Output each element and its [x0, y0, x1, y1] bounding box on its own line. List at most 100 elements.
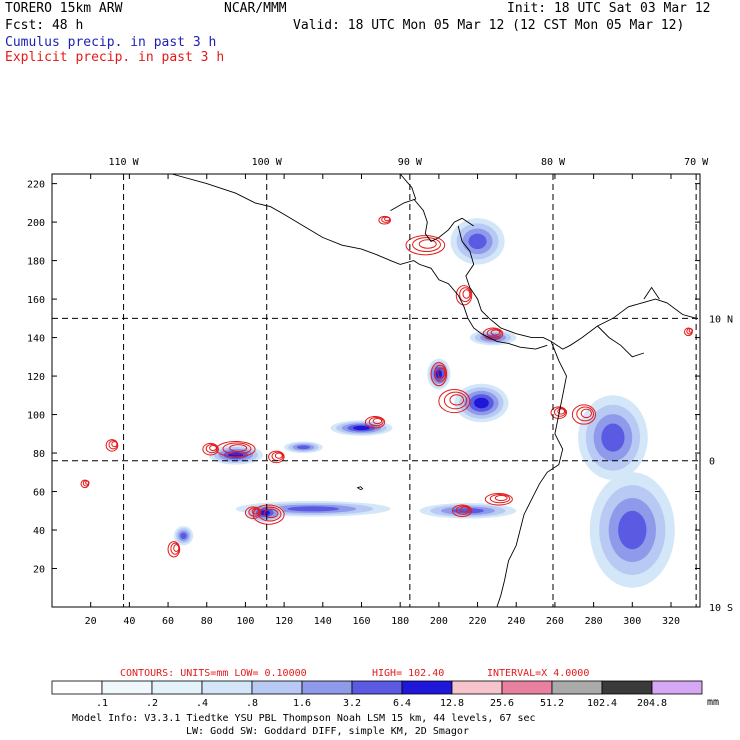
init-time: Init: 18 UTC Sat 03 Mar 12	[507, 1, 711, 16]
explicit-contour-12	[167, 541, 181, 558]
colorbar-tick-4: .8	[246, 698, 258, 709]
plot-frame	[51, 173, 701, 608]
x-tick-label-200: 200	[430, 616, 448, 627]
axes-layer: 20 40 60 80 100 120 140 160 180 200 220 240 260 280 30…	[27, 157, 733, 627]
x-tick-label-100: 100	[236, 616, 254, 627]
explicit-contour-16	[378, 215, 392, 225]
valid-time: Valid: 18 UTC Mon 05 Mar 12 (12 CST Mon …	[293, 18, 685, 33]
cumulus-legend-label: Cumulus precip. in past 3 h	[5, 35, 217, 50]
coastline-5	[496, 341, 567, 608]
colorbar-swatch-9	[451, 680, 503, 695]
y-tick-label-80: 80	[33, 449, 45, 460]
colorbar-tick-3: .4	[196, 698, 208, 709]
colorbar-tick-10: 51.2	[540, 698, 564, 709]
explicit-precip-layer	[80, 215, 693, 558]
y-tick-label-40: 40	[33, 526, 45, 537]
galapagos-islands	[356, 486, 364, 491]
lat-label-10S: 10 S	[709, 603, 733, 614]
cumulus-region-3	[330, 420, 393, 436]
lat-label-10N: 10 N	[709, 314, 733, 325]
colorbar-tick-2: .2	[146, 698, 158, 709]
x-tick-label-160: 160	[352, 616, 370, 627]
y-tick-label-180: 180	[27, 257, 45, 268]
colorbar-tick-9: 25.6	[490, 698, 514, 709]
y-tick-label-220: 220	[27, 180, 45, 191]
explicit-contour-13	[571, 404, 597, 425]
org-label: NCAR/MMM	[224, 1, 287, 16]
x-tick-label-80: 80	[201, 616, 213, 627]
coastline-4	[457, 225, 697, 350]
x-tick-label-220: 220	[469, 616, 487, 627]
explicit-contour-20	[80, 479, 90, 489]
colorbar-swatch-3	[151, 680, 203, 695]
coastline-layer	[171, 173, 697, 608]
colorbar-tick-6: 3.2	[343, 698, 361, 709]
colorbar-swatch-2	[101, 680, 153, 695]
lon-label-80W: 80 W	[541, 157, 566, 168]
x-tick-label-120: 120	[275, 616, 293, 627]
contours-interval: INTERVAL=X 4.0000	[487, 668, 590, 679]
explicit-contour-3	[105, 439, 119, 452]
colorbar-swatch-10	[501, 680, 553, 695]
y-tick-label-160: 160	[27, 295, 45, 306]
cumulus-region-13	[450, 218, 505, 265]
forecast-hour: Fcst: 48 h	[5, 18, 84, 33]
x-tick-label-140: 140	[314, 616, 332, 627]
lat-label-0: 0	[709, 457, 715, 468]
y-tick-label-120: 120	[27, 372, 45, 383]
colorbar-swatch-1	[51, 680, 103, 695]
explicit-legend-label: Explicit precip. in past 3 h	[5, 50, 225, 65]
x-tick-label-260: 260	[546, 616, 564, 627]
lat-lon-grid	[52, 174, 700, 607]
explicit-contour-15	[405, 235, 446, 256]
x-tick-label-320: 320	[662, 616, 680, 627]
cumulus-region-2	[284, 441, 323, 454]
colorbar-swatch-12	[601, 680, 653, 695]
explicit-contour-17	[455, 285, 473, 306]
colorbar-tick-11: 102.4	[587, 698, 617, 709]
colorbar-tick-12: 204.8	[637, 698, 667, 709]
explicit-contour-8	[438, 389, 471, 414]
lon-label-70W: 70 W	[684, 157, 709, 168]
colorbar: .1 .2 .4 .8 1.6 3.2 6.4 12.8 25.6 51.2 102.4 204.8	[51, 680, 703, 709]
explicit-contour-19	[684, 327, 693, 337]
colorbar-tick-1: .1	[96, 698, 108, 709]
y-tick-label-20: 20	[33, 565, 45, 576]
contours-info: CONTOURS: UNITS=mm LOW= 0.10000	[120, 668, 307, 679]
model-info-line-1: Model Info: V3.3.1 Tiedtke YSU PBL Thomp…	[72, 713, 536, 724]
y-tick-label-200: 200	[27, 218, 45, 229]
cumulus-precip-layer	[173, 218, 675, 588]
contours-high: HIGH= 102.40	[372, 668, 445, 679]
x-tick-label-240: 240	[507, 616, 525, 627]
coastline-7	[643, 286, 660, 300]
lon-label-110W: 110 W	[109, 157, 140, 168]
x-tick-label-300: 300	[623, 616, 641, 627]
coastline-2	[390, 173, 417, 211]
lon-label-100W: 100 W	[252, 157, 283, 168]
y-tick-label-140: 140	[27, 334, 45, 345]
x-tick-label-280: 280	[585, 616, 603, 627]
y-tick-label-60: 60	[33, 488, 45, 499]
explicit-contour-2	[244, 506, 262, 519]
lon-label-90W: 90 W	[398, 157, 423, 168]
colorbar-swatch-7	[351, 680, 403, 695]
colorbar-units: mm	[707, 697, 720, 708]
coastline-6	[597, 325, 645, 358]
colorbar-tick-7: 6.4	[393, 698, 411, 709]
colorbar-tick-5: 1.6	[293, 698, 311, 709]
colorbar-swatch-11	[551, 680, 603, 695]
colorbar-swatch-8	[401, 680, 453, 695]
explicit-contour-5	[202, 442, 219, 456]
colorbar-swatch-13	[651, 680, 703, 695]
cumulus-region-9	[173, 526, 194, 546]
coastline-3	[413, 198, 474, 242]
explicit-contour-9	[430, 362, 448, 387]
cumulus-region-7	[454, 383, 509, 423]
explicit-contour-7	[364, 415, 386, 429]
cumulus-region-10	[578, 395, 648, 480]
colorbar-swatch-5	[251, 680, 303, 695]
x-tick-label-20: 20	[85, 616, 97, 627]
cumulus-region-11	[589, 472, 675, 588]
model-info-line-2: LW: Godd SW: Goddard DIFF, simple KM, 2D…	[186, 726, 469, 737]
